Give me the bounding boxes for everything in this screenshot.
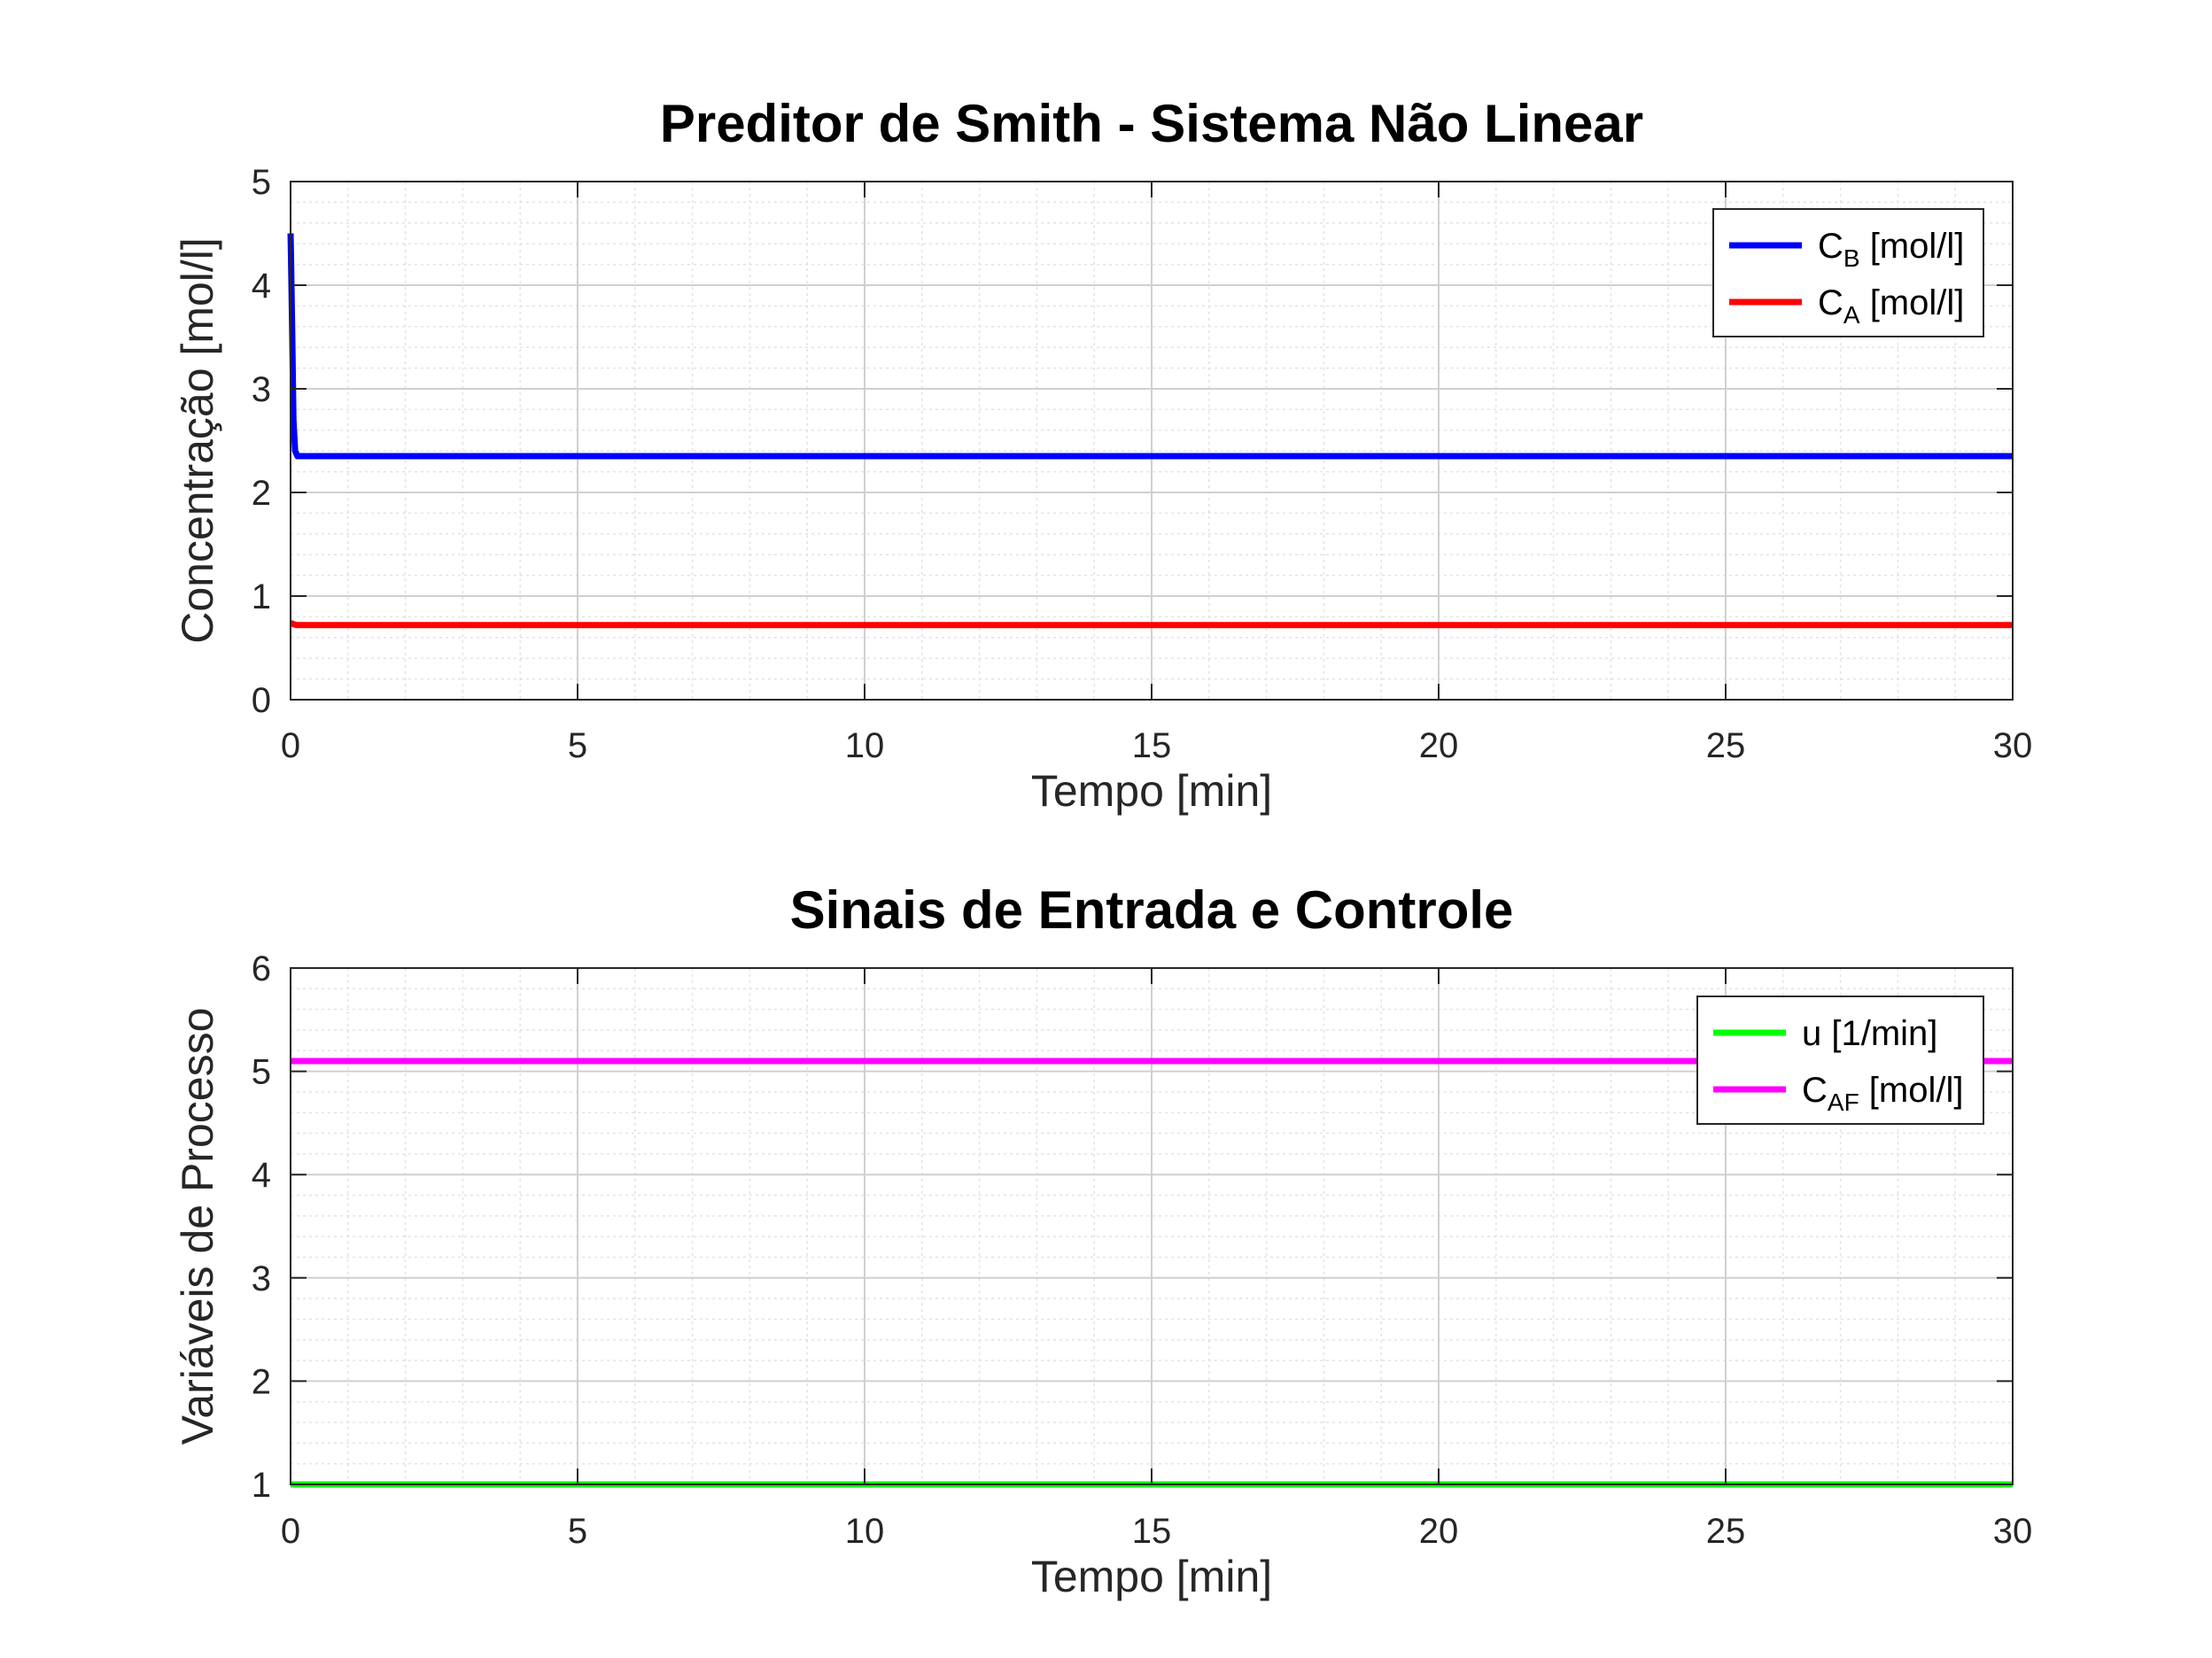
input-control-chart: 0 5 10 15 20 25 30 1 2 3 4 5 6 Sinais de Entrada e Co…	[173, 880, 2032, 1601]
x-axis-label: Tempo [min]	[1031, 766, 1272, 816]
chart-title: Sinais de Entrada e Controle	[790, 880, 1514, 940]
series-line-1	[289, 620, 2013, 629]
y-axis-label: Variáveis de Processo	[173, 1008, 222, 1445]
y-tick-label: 0	[252, 681, 271, 720]
legend-label-0: CB [mol/l]	[1818, 227, 1964, 272]
legend-label-main: C	[1818, 227, 1843, 266]
legend-label-main: C	[1802, 1071, 1828, 1110]
legend-box	[1712, 208, 1984, 337]
y-tick-label: 5	[252, 163, 271, 202]
legend-label-rest: [mol/l]	[1860, 283, 1965, 322]
legend-label-0: u [1/min]	[1802, 1014, 1937, 1053]
x-tick-label: 5	[568, 726, 587, 765]
legend-label-1: CAF [mol/l]	[1802, 1071, 1963, 1116]
x-tick-label: 15	[1132, 726, 1172, 765]
y-tick-label: 3	[252, 1259, 271, 1298]
legend-label-1: CA [mol/l]	[1818, 283, 1964, 329]
x-tick-label: 0	[281, 726, 300, 765]
y-tick-label: 3	[252, 370, 271, 409]
legend-label-subscript: B	[1843, 244, 1860, 272]
chart-title: Preditor de Smith - Sistema Não Linear	[660, 94, 1643, 153]
x-tick-label: 25	[1706, 1512, 1746, 1551]
x-tick-label: 5	[568, 1512, 587, 1551]
x-tick-label: 30	[1993, 726, 2033, 765]
x-tick-label: 0	[281, 1512, 300, 1551]
legend-label-subscript: A	[1843, 301, 1860, 329]
legend-label-subscript: AF	[1828, 1089, 1859, 1116]
legend: CB [mol/l]CA [mol/l]	[1712, 208, 1984, 337]
legend-label-rest: [mol/l]	[1859, 1071, 1964, 1110]
y-tick-label: 6	[252, 949, 271, 988]
legend: u [1/min] CAF [mol/l]	[1696, 996, 1984, 1125]
x-tick-label: 10	[845, 726, 885, 765]
x-axis-label: Tempo [min]	[1031, 1552, 1272, 1601]
tick-marks	[290, 967, 2014, 1485]
y-tick-label: 2	[252, 1362, 271, 1401]
y-tick-label: 1	[252, 577, 271, 616]
tick-marks	[290, 181, 2014, 701]
y-tick-label: 4	[252, 1156, 271, 1195]
concentration-chart: 0 5 10 15 20 25 30 0 1 2 3 4 5 Preditor de Smith - Si…	[173, 94, 2032, 816]
legend-label-main: C	[1818, 283, 1843, 322]
legend-label-rest: [mol/l]	[1860, 227, 1965, 266]
y-tick-label: 4	[252, 267, 271, 306]
y-tick-label: 1	[252, 1466, 271, 1505]
y-axis-label: Concentração [mol/l]	[173, 237, 222, 644]
y-tick-label: 5	[252, 1053, 271, 1092]
x-tick-label: 15	[1132, 1512, 1172, 1551]
x-tick-label: 30	[1993, 1512, 2033, 1551]
y-tick-label: 2	[252, 474, 271, 513]
x-tick-label: 25	[1706, 726, 1746, 765]
legend-label-main: u [1/min]	[1802, 1014, 1937, 1053]
x-tick-label: 20	[1419, 1512, 1459, 1551]
x-tick-label: 20	[1419, 726, 1459, 765]
legend-box	[1696, 996, 1984, 1125]
x-tick-label: 10	[845, 1512, 885, 1551]
